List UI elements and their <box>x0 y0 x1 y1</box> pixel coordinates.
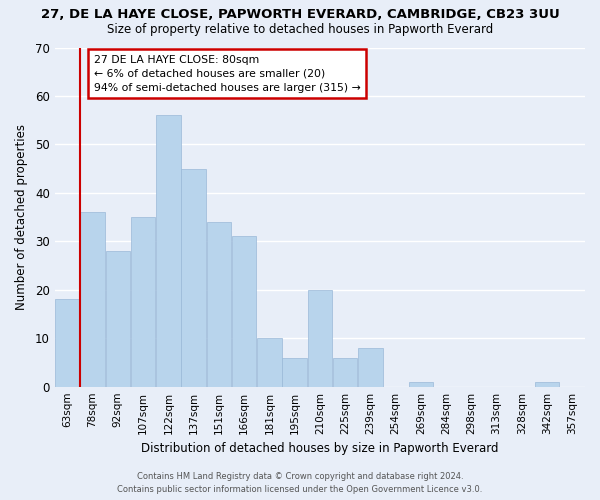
Bar <box>358 348 383 387</box>
Bar <box>232 236 256 386</box>
Bar <box>333 358 358 386</box>
Bar <box>106 251 130 386</box>
Bar <box>181 168 206 386</box>
Bar <box>131 217 155 386</box>
Bar <box>80 212 105 386</box>
Bar <box>257 338 281 386</box>
Bar <box>283 358 307 386</box>
Y-axis label: Number of detached properties: Number of detached properties <box>15 124 28 310</box>
Bar <box>409 382 433 386</box>
Text: 27 DE LA HAYE CLOSE: 80sqm
← 6% of detached houses are smaller (20)
94% of semi-: 27 DE LA HAYE CLOSE: 80sqm ← 6% of detac… <box>94 55 361 93</box>
Bar <box>308 290 332 386</box>
Bar <box>535 382 559 386</box>
Bar <box>156 116 181 386</box>
Text: 27, DE LA HAYE CLOSE, PAPWORTH EVERARD, CAMBRIDGE, CB23 3UU: 27, DE LA HAYE CLOSE, PAPWORTH EVERARD, … <box>41 8 559 20</box>
Text: Contains HM Land Registry data © Crown copyright and database right 2024.
Contai: Contains HM Land Registry data © Crown c… <box>118 472 482 494</box>
Bar <box>206 222 231 386</box>
X-axis label: Distribution of detached houses by size in Papworth Everard: Distribution of detached houses by size … <box>141 442 499 455</box>
Bar <box>55 300 80 386</box>
Text: Size of property relative to detached houses in Papworth Everard: Size of property relative to detached ho… <box>107 22 493 36</box>
